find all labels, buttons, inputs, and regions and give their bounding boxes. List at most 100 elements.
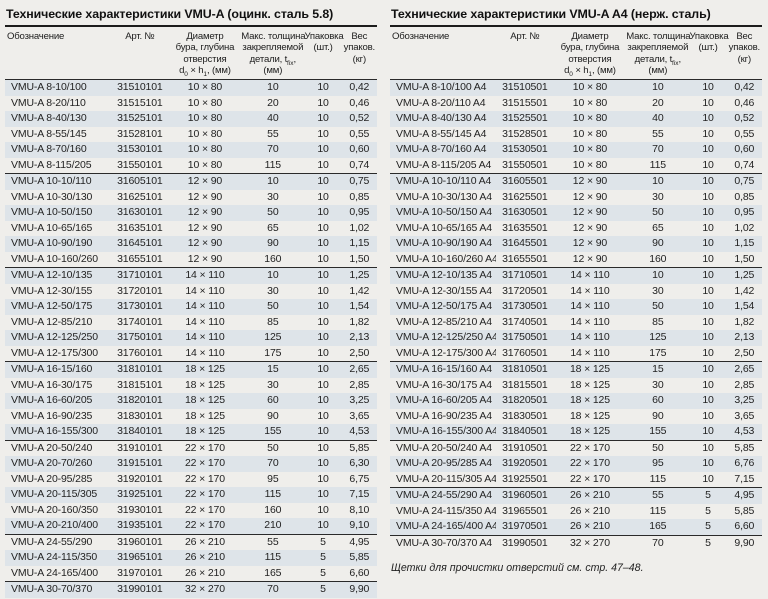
weight-cell: 6,30 <box>349 457 370 470</box>
max-thickness-cell: 90 <box>652 237 664 250</box>
art-no-cell: 31925101 <box>117 488 163 501</box>
pack-qty-cell: 10 <box>317 394 329 407</box>
pack-qty-cell: 10 <box>317 175 329 188</box>
max-thickness-cell: 20 <box>652 96 664 109</box>
art-no-cell: 31635501 <box>502 221 548 234</box>
designation-cell: VMU-A 8-115/205 <box>5 157 112 175</box>
designation-cell: VMU-A 16-30/175 A4 <box>396 378 492 391</box>
weight-cell: 6,75 <box>349 472 370 485</box>
pack-qty-cell: 10 <box>317 409 329 422</box>
thickness-formula: детали, tfix, <box>634 53 682 67</box>
pack-qty-cell: 10 <box>317 503 329 516</box>
art-no-cell: 31530101 <box>117 143 163 156</box>
table-row: VMU-A 10-90/190 31645101 12 × 90 90 10 1,15 <box>5 236 377 252</box>
weight-cell: 1,50 <box>726 251 762 269</box>
pack-qty-cell: 10 <box>304 251 342 269</box>
designation-cell: VMU-A 16-15/160 <box>11 363 93 376</box>
max-thickness-cell: 70 <box>652 143 664 156</box>
art-no-cell: 31965501 <box>502 504 548 517</box>
table-row: VMU-A 10-10/110 31605101 12 × 90 10 10 0,75 <box>5 173 377 190</box>
drill-size-cell: 10 × 80 <box>187 143 223 156</box>
drill-size-cell: 14 × 110 <box>570 315 610 328</box>
max-thickness-cell: 65 <box>267 221 279 234</box>
col-max-thickness: Макс. толщина закрепляемой детали, tfix,… <box>241 27 306 81</box>
art-no-cell: 31528101 <box>117 127 163 140</box>
drill-size-cell: 14 × 110 <box>185 331 225 344</box>
table-row: VMU-A 20-50/240 A4 31910501 22 × 170 50 10 5,… <box>390 440 762 456</box>
weight-cell: 5,85 <box>734 441 755 454</box>
pack-qty-cell: 5 <box>320 583 326 596</box>
designation-cell: VMU-A 16-90/235 <box>11 409 93 422</box>
art-no-cell: 31550501 <box>496 157 554 175</box>
max-thickness-cell: 30 <box>652 190 664 203</box>
table-row: VMU-A 8-115/205 31550101 10 × 80 115 10 0,74 <box>5 157 377 175</box>
table-row: VMU-A 20-70/260 31915101 22 × 170 70 10 6,30 <box>5 456 377 472</box>
table-row: VMU-A 16-60/205 31820101 18 × 125 60 10 3,25 <box>5 393 377 409</box>
art-no-cell: 31710501 <box>502 269 548 282</box>
pack-qty-cell: 10 <box>702 394 714 407</box>
weight-cell: 7,15 <box>349 488 370 501</box>
table-row: VMU-A 20-160/350 31930101 22 × 170 160 10 8,1… <box>5 503 377 519</box>
pack-qty-cell: 10 <box>304 345 342 363</box>
max-thickness-cell: 165 <box>626 519 690 536</box>
max-thickness-cell: 70 <box>267 143 279 156</box>
max-thickness-cell: 30 <box>267 190 279 203</box>
drill-size-cell: 22 × 170 <box>553 471 627 489</box>
max-thickness-cell: 115 <box>241 157 305 175</box>
pack-qty-cell: 10 <box>702 127 714 140</box>
weight-cell: 5,85 <box>349 441 370 454</box>
pack-qty-cell: 10 <box>317 269 329 282</box>
drill-size-cell: 18 × 125 <box>184 409 225 422</box>
art-no-cell: 31655101 <box>111 251 169 269</box>
max-thickness-cell: 155 <box>241 424 305 441</box>
table-row: VMU-A 24-55/290 31960101 26 × 210 55 5 4,95 <box>5 534 377 550</box>
max-thickness-cell: 125 <box>649 331 667 344</box>
art-no-cell: 31830101 <box>117 409 163 422</box>
table-row: VMU-A 24-165/400 31970101 26 × 210 165 5 6,60 <box>5 565 377 583</box>
max-thickness-cell: 160 <box>264 503 282 516</box>
weight-cell: 1,42 <box>734 284 755 297</box>
pack-qty-cell: 10 <box>702 284 714 297</box>
max-thickness-cell: 175 <box>626 345 690 363</box>
drill-size-cell: 32 × 270 <box>184 583 225 596</box>
art-no-cell: 31925501 <box>496 471 554 489</box>
spec-table-stainless: Обозначение Арт. № Диаметр бура, глубина… <box>390 27 762 551</box>
art-no-cell: 31530501 <box>502 143 548 156</box>
table-row: VMU-A 8-55/145 31528101 10 × 80 55 10 0,55 <box>5 127 377 143</box>
art-no-cell: 31645501 <box>502 237 548 250</box>
table-row: VMU-A 20-115/305 A4 31925501 22 × 170 115 10… <box>390 471 762 489</box>
designation-cell: VMU-A 30-70/370 A4 <box>396 536 492 549</box>
max-thickness-cell: 10 <box>652 81 664 94</box>
max-thickness-cell: 30 <box>652 284 664 297</box>
art-no-cell: 31625501 <box>502 190 548 203</box>
drill-size-cell: 12 × 90 <box>553 251 627 269</box>
designation-cell: VMU-A 12-125/250 <box>11 331 98 344</box>
table-row: VMU-A 8-55/145 A4 31528501 10 × 80 55 10 0,55 <box>390 127 762 143</box>
weight-cell: 6,76 <box>734 457 755 470</box>
drill-size-cell: 12 × 90 <box>572 206 608 219</box>
pack-qty-cell: 10 <box>702 206 714 219</box>
table-row: VMU-A 16-155/300 A4 31840501 18 × 125 155 10… <box>390 424 762 441</box>
table-row: VMU-A 20-210/400 31935101 22 × 170 210 10 9,1… <box>5 518 377 535</box>
pack-qty-cell: 10 <box>317 331 329 344</box>
art-no-cell: 31720501 <box>502 284 548 297</box>
weight-cell: 2,85 <box>349 378 370 391</box>
table-row: VMU-A 8-20/110 31515101 10 × 80 20 10 0,46 <box>5 96 377 112</box>
col-pack-weight: Вес упаков. (кг) <box>341 27 377 81</box>
max-thickness-cell: 50 <box>652 441 664 454</box>
table-row: VMU-A 10-160/260 31655101 12 × 90 160 10 1,50 <box>5 251 377 269</box>
designation-cell: VMU-A 8-40/130 A4 <box>396 112 487 125</box>
designation-cell: VMU-A 10-65/165 <box>11 221 93 234</box>
table-row: VMU-A 30-70/370 A4 31990501 32 × 270 70 5 9,9… <box>390 535 762 551</box>
designation-cell: VMU-A 16-155/300 <box>5 424 112 441</box>
table-title-zinc: Технические характеристики VMU-A (оцинк.… <box>5 4 377 27</box>
pack-qty-cell: 10 <box>689 424 727 441</box>
col-max-thickness: Макс. толщина закрепляемой детали, tfix,… <box>626 27 691 81</box>
pack-qty-cell: 10 <box>702 331 714 344</box>
drill-size-cell: 12 × 90 <box>187 190 223 203</box>
art-no-cell: 31910501 <box>502 441 548 454</box>
weight-cell: 0,95 <box>349 206 370 219</box>
designation-cell: VMU-A 8-115/205 A4 <box>390 157 497 175</box>
weight-cell: 0,75 <box>734 175 755 188</box>
